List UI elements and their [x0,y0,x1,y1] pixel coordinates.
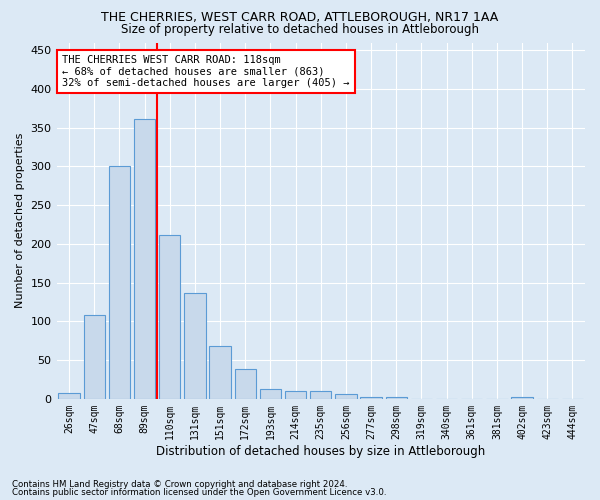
Bar [260,389,281,399]
Bar [361,398,382,399]
Bar [209,346,231,399]
Bar [159,234,181,399]
Bar [58,392,80,399]
Text: Contains HM Land Registry data © Crown copyright and database right 2024.: Contains HM Land Registry data © Crown c… [12,480,347,489]
Bar [285,391,307,399]
Text: Contains public sector information licensed under the Open Government Licence v3: Contains public sector information licen… [12,488,386,497]
X-axis label: Distribution of detached houses by size in Attleborough: Distribution of detached houses by size … [156,444,485,458]
Bar [386,398,407,399]
Text: Size of property relative to detached houses in Attleborough: Size of property relative to detached ho… [121,22,479,36]
Bar [310,391,331,399]
Text: THE CHERRIES WEST CARR ROAD: 118sqm
← 68% of detached houses are smaller (863)
3: THE CHERRIES WEST CARR ROAD: 118sqm ← 68… [62,55,349,88]
Bar [235,370,256,399]
Bar [184,294,206,399]
Bar [109,166,130,399]
Y-axis label: Number of detached properties: Number of detached properties [15,133,25,308]
Bar [511,396,533,399]
Bar [335,394,356,399]
Text: THE CHERRIES, WEST CARR ROAD, ATTLEBOROUGH, NR17 1AA: THE CHERRIES, WEST CARR ROAD, ATTLEBOROU… [101,11,499,24]
Bar [134,119,155,399]
Bar [83,315,105,399]
